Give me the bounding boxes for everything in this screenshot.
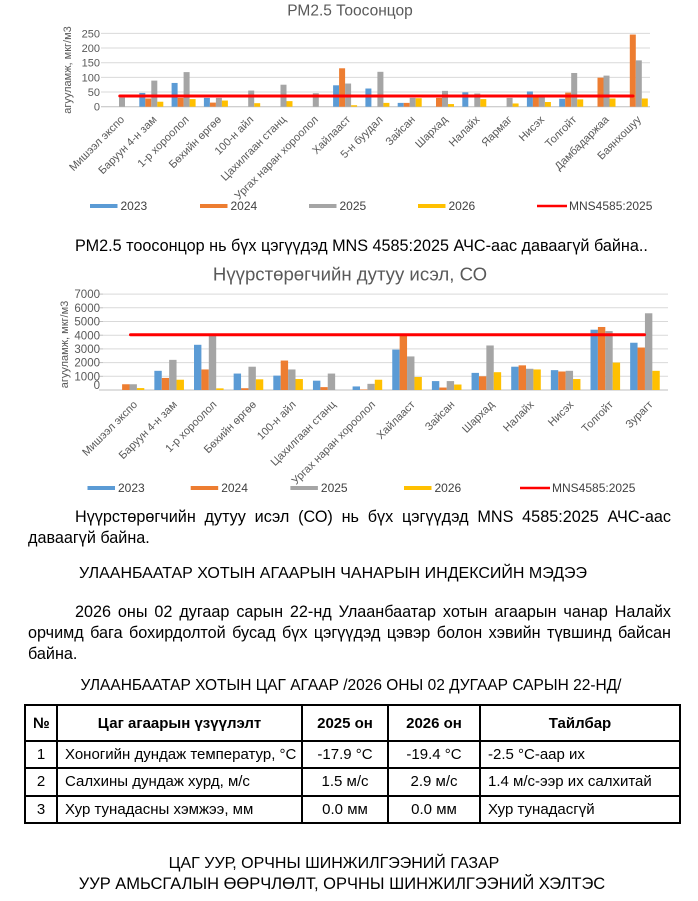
svg-text:2024: 2024 <box>231 199 258 213</box>
svg-text:Зайсан: Зайсан <box>423 399 457 433</box>
svg-text:5000: 5000 <box>74 317 100 329</box>
svg-text:Хайлааст: Хайлааст <box>375 399 418 442</box>
svg-text:агууламж, мкг/м3: агууламж, мкг/м3 <box>62 26 74 114</box>
svg-text:Ургах наран хороолол: Ургах наран хороолол <box>290 399 378 487</box>
svg-text:150: 150 <box>82 58 100 70</box>
svg-text:Толгойт: Толгойт <box>580 399 616 435</box>
svg-text:0: 0 <box>94 380 100 392</box>
svg-text:200: 200 <box>82 43 100 55</box>
svg-text:MNS4585:2025: MNS4585:2025 <box>569 199 653 213</box>
svg-text:0: 0 <box>94 102 100 114</box>
svg-text:7000: 7000 <box>74 289 100 301</box>
svg-text:1000: 1000 <box>74 371 100 383</box>
svg-text:Баруун 4-н зам: Баруун 4-н зам <box>96 114 159 177</box>
svg-text:250: 250 <box>82 28 100 40</box>
svg-text:50: 50 <box>88 87 100 99</box>
svg-text:Налайх: Налайх <box>447 113 483 149</box>
svg-text:Зайсан: Зайсан <box>383 114 417 148</box>
svg-text:Нүүрстөрөгчийн дутуу исэл, СО: Нүүрстөрөгчийн дутуу исэл, СО <box>213 264 487 285</box>
svg-text:2000: 2000 <box>74 358 100 370</box>
svg-text:MNS4585:2025: MNS4585:2025 <box>552 481 636 495</box>
svg-text:2025: 2025 <box>340 199 367 213</box>
svg-text:4000: 4000 <box>74 330 100 342</box>
svg-text:Нисэх: Нисэх <box>517 113 548 144</box>
svg-text:2026: 2026 <box>435 481 462 495</box>
svg-text:Налайх: Налайх <box>501 398 537 434</box>
svg-text:6000: 6000 <box>74 303 100 315</box>
svg-text:2024: 2024 <box>221 481 248 495</box>
svg-text:Шархад: Шархад <box>460 398 497 435</box>
svg-text:2023: 2023 <box>121 199 148 213</box>
svg-text:Яармаг: Яармаг <box>479 114 514 149</box>
svg-text:3000: 3000 <box>74 344 100 356</box>
svg-text:РМ2.5 Тоосонцор: РМ2.5 Тоосонцор <box>287 2 412 19</box>
svg-text:2025: 2025 <box>321 481 348 495</box>
svg-text:2026: 2026 <box>449 199 476 213</box>
svg-text:Шархад: Шархад <box>413 113 450 150</box>
svg-text:Нисэх: Нисэх <box>546 398 577 429</box>
svg-text:2023: 2023 <box>118 481 145 495</box>
svg-text:агууламж, мкг/м3: агууламж, мкг/м3 <box>59 301 71 389</box>
svg-text:Зурагт: Зурагт <box>623 399 655 431</box>
svg-text:100: 100 <box>82 72 100 84</box>
svg-text:Мишээл экспо: Мишээл экспо <box>67 114 127 174</box>
